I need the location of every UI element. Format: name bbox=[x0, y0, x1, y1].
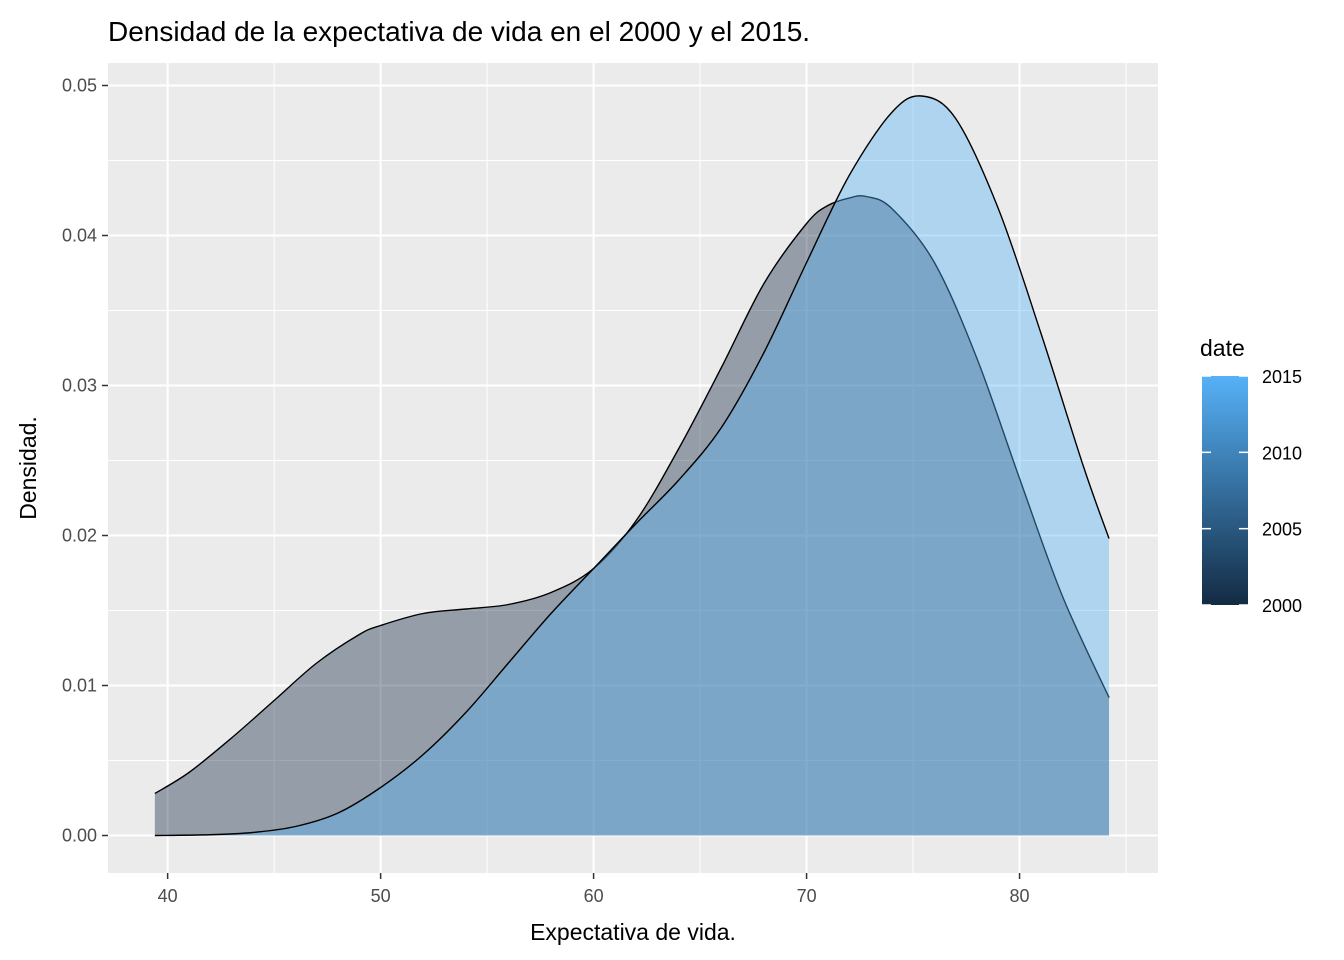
legend-ticks: 2000 2005 2010 2015 bbox=[1202, 367, 1302, 616]
y-tick-label: 0.04 bbox=[62, 226, 97, 246]
legend-break-label: 2005 bbox=[1262, 520, 1302, 540]
x-axis-title: Expectativa de vida. bbox=[530, 919, 736, 945]
y-tick-label: 0.00 bbox=[62, 826, 97, 846]
x-tick-label: 80 bbox=[1010, 886, 1030, 906]
grid-lines bbox=[108, 63, 1158, 873]
x-tick-label: 40 bbox=[158, 886, 178, 906]
legend-title: date bbox=[1200, 335, 1245, 361]
legend: date 2000 2005 2010 2015 bbox=[1200, 335, 1302, 616]
plot-panel bbox=[108, 63, 1158, 873]
density-area-2000 bbox=[154, 195, 1110, 836]
x-tick-label: 70 bbox=[797, 886, 817, 906]
legend-break-label: 2000 bbox=[1262, 596, 1302, 616]
y-tick-label: 0.01 bbox=[62, 676, 97, 696]
density-line-2000 bbox=[154, 195, 1110, 795]
density-area-2015 bbox=[154, 95, 1110, 836]
x-tick-label: 60 bbox=[584, 886, 604, 906]
legend-break-label: 2010 bbox=[1262, 443, 1302, 463]
legend-break-label: 2015 bbox=[1262, 367, 1302, 387]
axes: 40 50 60 70 80 0.00 0.01 0.02 0.03 0.04 0.05 bbox=[62, 76, 1030, 907]
y-tick-label: 0.05 bbox=[62, 76, 97, 96]
chart-title: Densidad de la expectativa de vida en el… bbox=[108, 16, 810, 47]
y-axis-title: Densidad. bbox=[15, 416, 41, 520]
density-areas bbox=[154, 95, 1110, 837]
x-tick-label: 50 bbox=[371, 886, 391, 906]
y-tick-label: 0.03 bbox=[62, 376, 97, 396]
density-line-2015 bbox=[154, 95, 1110, 837]
legend-colorbar bbox=[1202, 376, 1248, 605]
y-tick-label: 0.02 bbox=[62, 526, 97, 546]
